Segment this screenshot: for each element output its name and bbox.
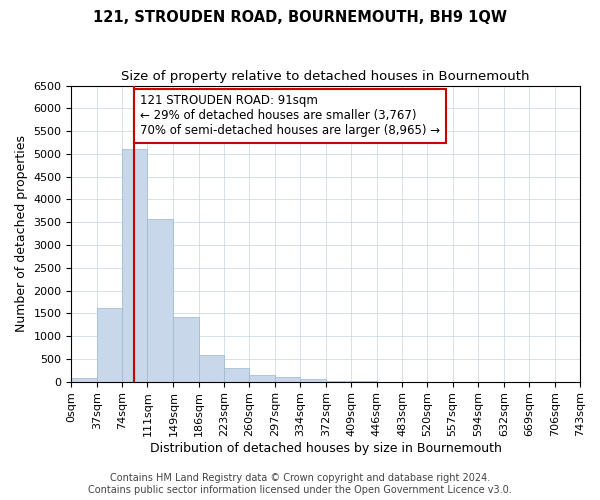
Bar [122,150,148,382]
Bar [224,368,250,382]
Bar [326,381,352,382]
Title: Size of property relative to detached houses in Bournemouth: Size of property relative to detached ho… [121,70,530,83]
Bar [148,219,173,382]
Text: 121 STROUDEN ROAD: 91sqm
← 29% of detached houses are smaller (3,767)
70% of sem: 121 STROUDEN ROAD: 91sqm ← 29% of detach… [140,94,440,138]
Bar [275,377,300,382]
Bar [199,356,224,382]
Y-axis label: Number of detached properties: Number of detached properties [15,135,28,332]
Text: Contains HM Land Registry data © Crown copyright and database right 2024.
Contai: Contains HM Land Registry data © Crown c… [88,474,512,495]
Text: 121, STROUDEN ROAD, BOURNEMOUTH, BH9 1QW: 121, STROUDEN ROAD, BOURNEMOUTH, BH9 1QW [93,10,507,25]
Bar [97,308,122,382]
Bar [250,375,275,382]
Bar [71,378,97,382]
Bar [173,316,199,382]
X-axis label: Distribution of detached houses by size in Bournemouth: Distribution of detached houses by size … [150,442,502,455]
Bar [300,380,326,382]
